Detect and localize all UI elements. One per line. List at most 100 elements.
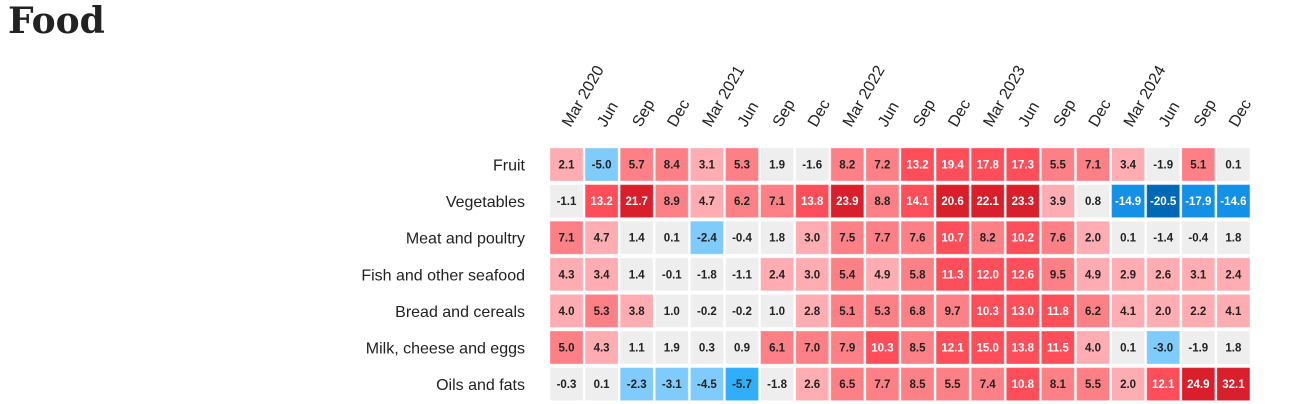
- heatmap-cell: [935, 220, 970, 255]
- cell-value: 4.9: [874, 269, 890, 281]
- cell-value: 2.6: [804, 379, 820, 391]
- heatmap-cell: [865, 257, 900, 292]
- heatmap-cell: [584, 184, 619, 219]
- cell-value: 12.6: [1012, 269, 1034, 281]
- cell-value: -1.6: [802, 160, 822, 172]
- heatmap-cell: [549, 367, 584, 402]
- heatmap-cell: [549, 257, 584, 292]
- cell-value: 12.1: [1152, 379, 1175, 391]
- cell-value: 1.0: [664, 306, 680, 318]
- column-label: Sep: [770, 97, 799, 130]
- cell-value: 7.9: [839, 343, 855, 355]
- heatmap-cell: [549, 147, 584, 182]
- heatmap-cell: [830, 293, 865, 328]
- heatmap-cell: [830, 367, 865, 402]
- cell-value: 20.6: [941, 196, 963, 208]
- heatmap-cell: [865, 184, 900, 219]
- heatmap-cell: [865, 293, 900, 328]
- cell-value: 15.0: [977, 343, 999, 355]
- heatmap-cell: [1076, 220, 1110, 255]
- cell-value: 10.2: [1012, 233, 1034, 245]
- cell-value: 3.0: [804, 233, 820, 245]
- cell-value: -1.9: [1188, 343, 1208, 355]
- heatmap-cell: [795, 147, 830, 182]
- column-label: Sep: [1051, 97, 1080, 130]
- heatmap-cell: [900, 257, 935, 292]
- cell-value: 12.1: [941, 343, 964, 355]
- cell-value: 7.5: [839, 233, 856, 245]
- cell-value: 13.8: [801, 196, 824, 208]
- cell-value: 8.8: [874, 196, 891, 208]
- cell-value: 8.2: [980, 233, 996, 245]
- heatmap-cell: [725, 257, 759, 292]
- cell-value: 12.0: [977, 269, 999, 281]
- heatmap-cell: [1146, 184, 1181, 219]
- column-label: Sep: [910, 97, 939, 130]
- heatmap-cell: [900, 220, 935, 255]
- heatmap-cell: [795, 330, 830, 365]
- cell-value: -1.4: [1153, 233, 1173, 245]
- heatmap-cell: [725, 293, 759, 328]
- cell-value: 5.1: [1190, 160, 1207, 172]
- cell-value: 4.0: [1085, 343, 1101, 355]
- heatmap-cell: [1005, 293, 1040, 328]
- heatmap-cell: [549, 330, 584, 365]
- heatmap-cell: [654, 147, 689, 182]
- heatmap-cell: [1181, 257, 1216, 292]
- heatmap-cell: [689, 220, 724, 255]
- cell-value: 1.8: [1225, 343, 1242, 355]
- cell-value: 3.1: [1190, 269, 1207, 281]
- cell-value: 2.0: [1155, 306, 1171, 318]
- cell-value: -4.5: [697, 379, 717, 391]
- cell-value: 23.3: [1012, 196, 1034, 208]
- column-label: Dec: [1226, 97, 1255, 130]
- cell-value: -14.6: [1220, 196, 1246, 208]
- heatmap-cell: [795, 220, 830, 255]
- cell-value: 0.1: [1120, 233, 1137, 245]
- cell-value: 3.1: [699, 160, 716, 172]
- cell-value: 10.3: [977, 306, 999, 318]
- cell-value: 1.8: [1225, 233, 1242, 245]
- row-label: Milk, cheese and eggs: [366, 341, 525, 358]
- heatmap-cell: [900, 330, 935, 365]
- heatmap-cell: [619, 147, 654, 182]
- cell-value: 2.4: [1225, 269, 1242, 281]
- heatmap-cell: [689, 367, 724, 402]
- row-label: Fruit: [493, 158, 526, 175]
- heatmap-cell: [1040, 257, 1075, 292]
- heatmap-cell: [1111, 220, 1146, 255]
- cell-value: 0.1: [1120, 343, 1137, 355]
- cell-value: 9.5: [1050, 269, 1067, 281]
- heatmap-cell: [1181, 184, 1216, 219]
- cell-value: 1.9: [664, 343, 680, 355]
- cell-value: 0.1: [664, 233, 681, 245]
- cell-value: 0.3: [699, 343, 715, 355]
- cell-value: -5.7: [732, 379, 752, 391]
- row-label: Oils and fats: [436, 377, 525, 394]
- cell-value: 4.1: [1225, 306, 1242, 318]
- cell-value: 7.1: [559, 233, 576, 245]
- cell-value: 19.4: [941, 160, 964, 172]
- heatmap-cell: [1005, 184, 1040, 219]
- heatmap-cell: [654, 220, 689, 255]
- heatmap-cell: [830, 257, 865, 292]
- heatmap-cell: [1076, 184, 1110, 219]
- heatmap-cell: [760, 257, 795, 292]
- heatmap-cell: [584, 367, 619, 402]
- cell-value: -0.4: [732, 233, 752, 245]
- cell-value: -2.4: [697, 233, 717, 245]
- column-label: Jun: [735, 99, 763, 130]
- heatmap-cell: [1040, 330, 1075, 365]
- heatmap-cell: [1146, 220, 1181, 255]
- heatmap-cell: [619, 184, 654, 219]
- cell-value: -1.1: [732, 269, 752, 281]
- cell-value: 5.7: [629, 160, 645, 172]
- cell-value: 17.3: [1012, 160, 1034, 172]
- cell-value: -5.0: [592, 160, 612, 172]
- cell-value: 2.4: [769, 269, 786, 281]
- heatmap-cell: [1005, 257, 1040, 292]
- cell-value: 4.0: [559, 306, 575, 318]
- heatmap-cell: [1216, 147, 1251, 182]
- heatmap-cell: [1111, 184, 1146, 219]
